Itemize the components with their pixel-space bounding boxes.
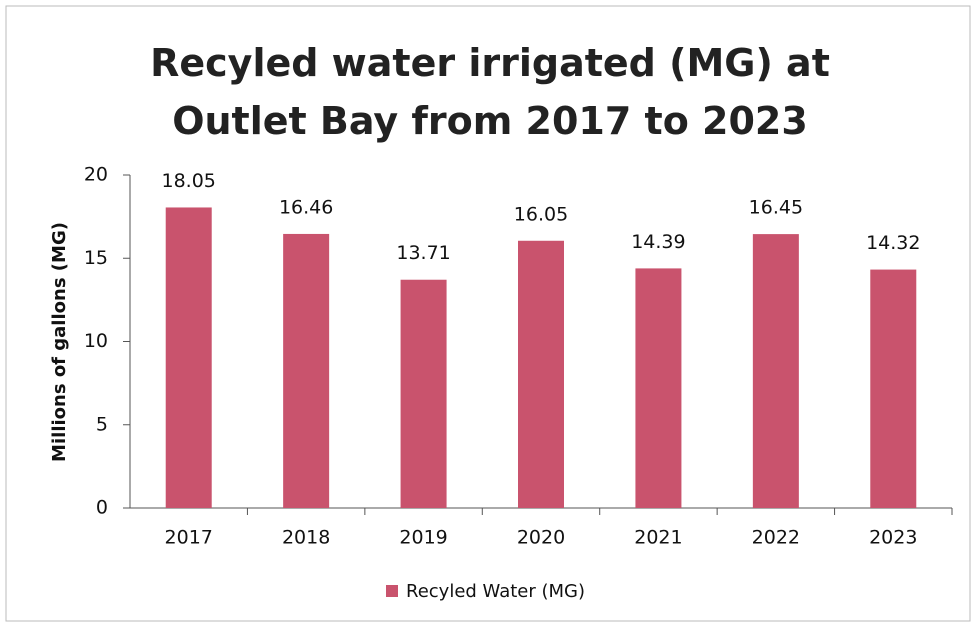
data-label: 16.46 (279, 196, 333, 218)
x-tick-label: 2020 (517, 527, 565, 549)
legend-swatch (386, 585, 398, 597)
data-label: 14.39 (631, 231, 685, 253)
x-tick-label: 2019 (399, 527, 447, 549)
bar (635, 268, 682, 508)
x-tick-label: 2017 (165, 527, 213, 549)
x-tick-label: 2021 (634, 527, 682, 549)
data-label: 14.32 (866, 232, 920, 254)
bar (752, 234, 799, 509)
y-axis-label: Millions of gallons (MG) (49, 222, 70, 462)
legend-label: Recyled Water (MG) (406, 581, 585, 602)
y-tick-label: 0 (96, 497, 108, 519)
bar (870, 269, 917, 508)
y-tick-label: 10 (84, 330, 108, 352)
x-tick-label: 2022 (752, 527, 800, 549)
bar (518, 240, 564, 508)
data-label: 16.45 (749, 197, 803, 219)
y-tick-label: 15 (84, 247, 108, 269)
data-label: 13.71 (396, 242, 450, 264)
frame (5, 5, 971, 622)
bar (165, 207, 212, 508)
x-tick-label: 2023 (869, 527, 917, 549)
data-label: 16.05 (514, 203, 568, 225)
y-tick-label: 20 (84, 164, 108, 186)
bar (400, 279, 447, 508)
data-label: 18.05 (162, 170, 216, 192)
bar (283, 233, 330, 509)
x-tick-label: 2018 (282, 527, 330, 549)
chart-title: Recyled water irrigated (MG) at Outlet B… (150, 41, 830, 143)
y-tick-label: 5 (96, 413, 108, 435)
